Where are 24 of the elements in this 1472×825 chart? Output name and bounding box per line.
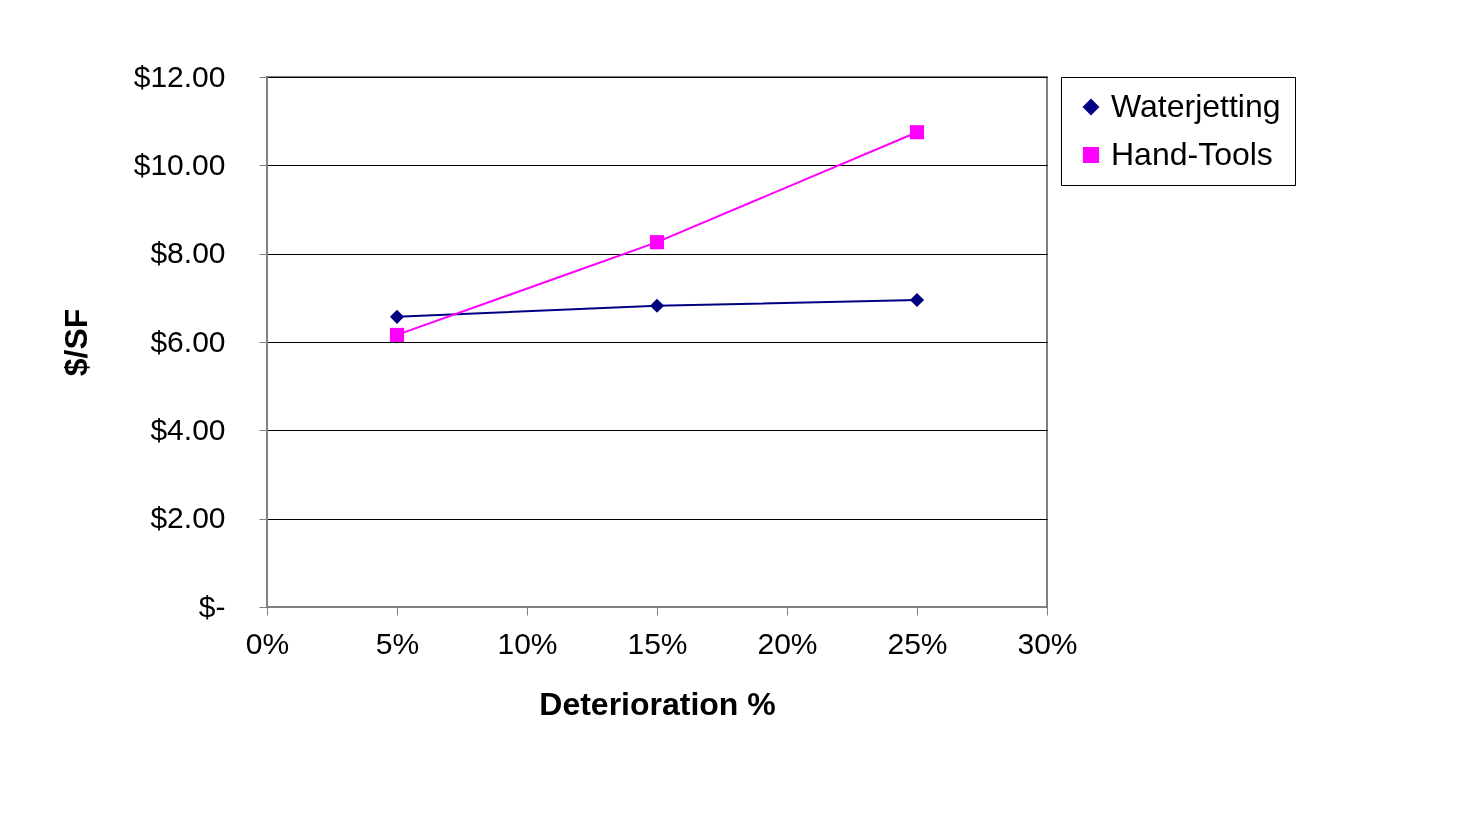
x-tick-label: 10%	[497, 626, 558, 660]
y-tick-label: $-	[198, 589, 226, 623]
point	[649, 235, 665, 250]
y-tick-label: $12.00	[133, 59, 226, 93]
point	[649, 298, 665, 313]
x-axis-title: Deterioration %	[539, 685, 776, 722]
x-tick-label: 25%	[887, 626, 948, 660]
point	[389, 327, 405, 342]
y-tick-label: $2.00	[150, 501, 226, 535]
y-tick-label: $8.00	[150, 236, 226, 270]
point	[389, 309, 405, 324]
x-tick-label: 20%	[757, 626, 818, 660]
x-tick-label: 15%	[627, 626, 688, 660]
point	[909, 125, 925, 140]
y-tick-label: $4.00	[150, 412, 226, 446]
y-tick-label: $10.00	[133, 147, 226, 181]
point	[909, 292, 925, 308]
y-tick-label: $6.00	[150, 324, 226, 358]
x-tick-label: 30%	[1017, 626, 1078, 660]
y-axis-title: $/SF	[57, 308, 94, 377]
legend-label: Waterjetting	[1111, 88, 1281, 124]
x-tick-label: 5%	[375, 626, 420, 660]
x-tick-label: 0%	[245, 626, 290, 660]
legend-label: Hand-Tools	[1111, 136, 1273, 172]
